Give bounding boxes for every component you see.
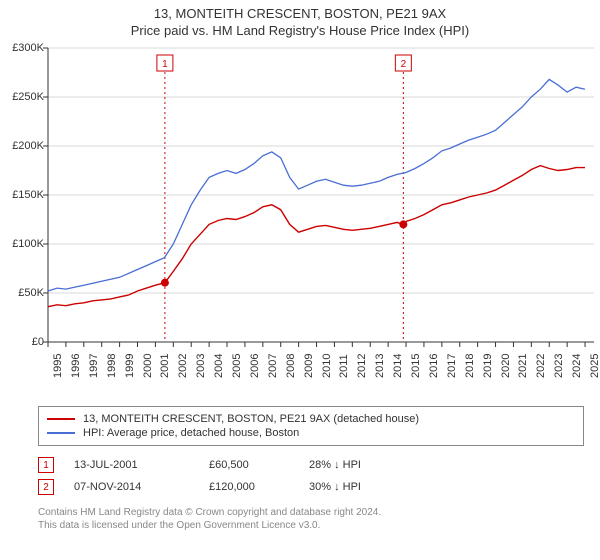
chart-svg: 12 xyxy=(0,42,600,402)
chart-container: 13, MONTEITH CRESCENT, BOSTON, PE21 9AX … xyxy=(0,0,600,560)
marker-date: 13-JUL-2001 xyxy=(74,459,209,471)
titles: 13, MONTEITH CRESCENT, BOSTON, PE21 9AX … xyxy=(0,0,600,42)
marker-date: 07-NOV-2014 xyxy=(74,481,209,493)
legend-swatch xyxy=(47,418,75,420)
markers-table: 1 13-JUL-2001 £60,500 28% ↓ HPI 2 07-NOV… xyxy=(38,454,584,498)
title-sub: Price paid vs. HM Land Registry's House … xyxy=(0,23,600,38)
marker-price: £60,500 xyxy=(209,459,309,471)
chart: 12 £0£50K£100K£150K£200K£250K£300K 19951… xyxy=(0,42,600,402)
footer-line: Contains HM Land Registry data © Crown c… xyxy=(38,506,584,519)
legend-row: HPI: Average price, detached house, Bost… xyxy=(47,426,575,440)
legend-swatch xyxy=(47,432,75,434)
footer: Contains HM Land Registry data © Crown c… xyxy=(38,506,584,532)
markers-row: 2 07-NOV-2014 £120,000 30% ↓ HPI xyxy=(38,476,584,498)
legend-label: 13, MONTEITH CRESCENT, BOSTON, PE21 9AX … xyxy=(83,413,419,425)
marker-delta: 30% ↓ HPI xyxy=(309,481,419,493)
svg-text:2: 2 xyxy=(401,59,407,70)
markers-row: 1 13-JUL-2001 £60,500 28% ↓ HPI xyxy=(38,454,584,476)
legend-row: 13, MONTEITH CRESCENT, BOSTON, PE21 9AX … xyxy=(47,412,575,426)
marker-badge: 2 xyxy=(38,479,54,495)
marker-price: £120,000 xyxy=(209,481,309,493)
title-main: 13, MONTEITH CRESCENT, BOSTON, PE21 9AX xyxy=(0,6,600,21)
legend-label: HPI: Average price, detached house, Bost… xyxy=(83,427,299,439)
marker-badge: 1 xyxy=(38,457,54,473)
marker-delta: 28% ↓ HPI xyxy=(309,459,419,471)
svg-text:1: 1 xyxy=(162,59,168,70)
legend: 13, MONTEITH CRESCENT, BOSTON, PE21 9AX … xyxy=(38,406,584,446)
footer-line: This data is licensed under the Open Gov… xyxy=(38,519,584,532)
